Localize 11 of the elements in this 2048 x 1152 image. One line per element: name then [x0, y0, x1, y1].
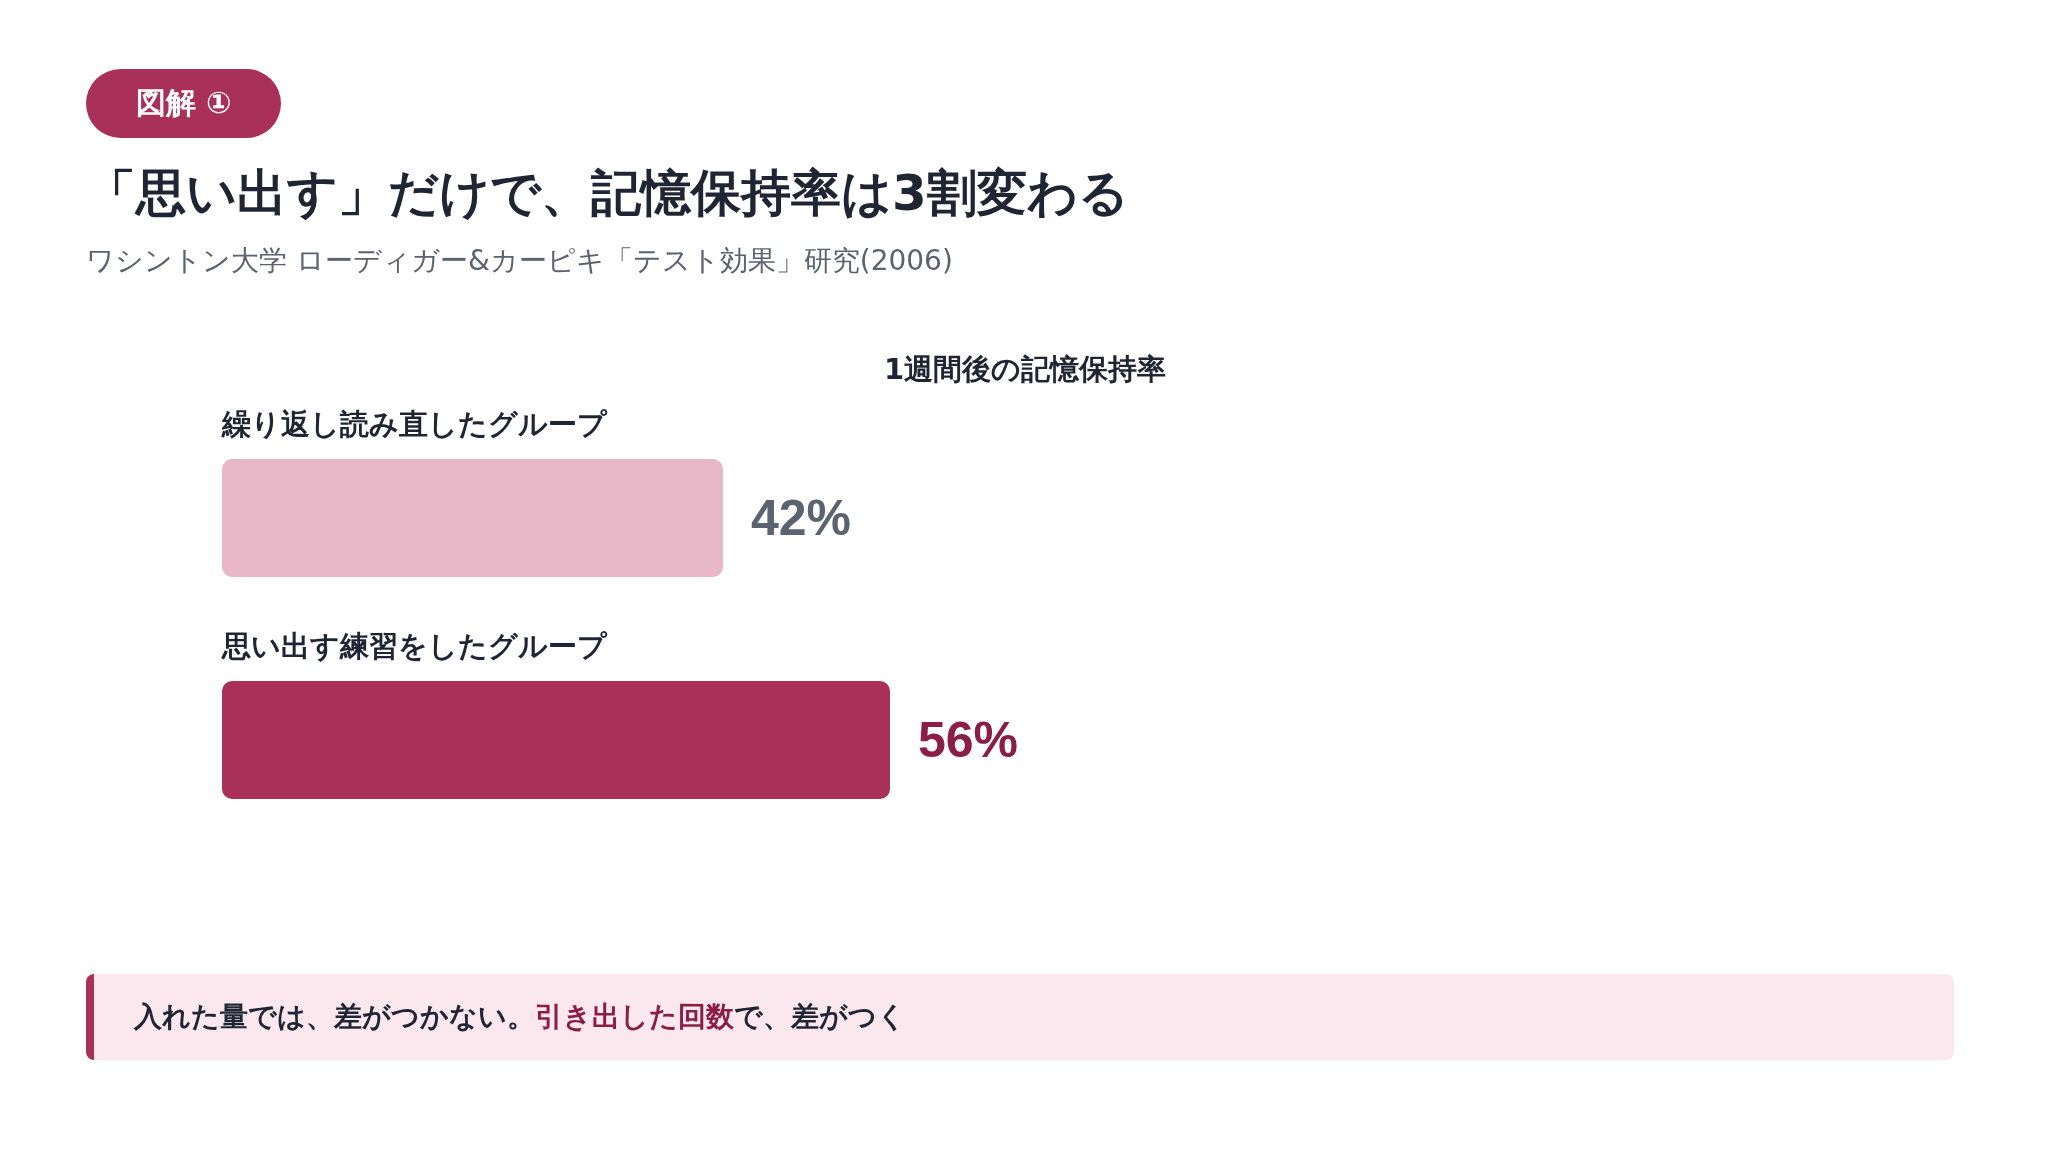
text: 1週間後の記憶保持率: [882, 351, 1168, 388]
text: 入れた量では、差がつかない。: [134, 999, 535, 1035]
text: で、差がつく: [734, 999, 906, 1035]
data-label: 56%: [918, 712, 1019, 768]
y-tick-label: 思い出す練習をしたグループ: [221, 629, 608, 662]
y-tick-label: 繰り返し読み直したグループ: [221, 407, 608, 440]
chart-subtitle: ワシントン大学 ローディガー&カーピキ「テスト効果」研究(2006): [86, 243, 953, 279]
text: 引き出した回数: [535, 999, 734, 1035]
data-label: 42%: [751, 490, 852, 546]
chart-title: 「思い出す」だけで、記憶保持率は3割変わる: [86, 163, 1129, 224]
text: 図解 ①: [86, 69, 281, 138]
